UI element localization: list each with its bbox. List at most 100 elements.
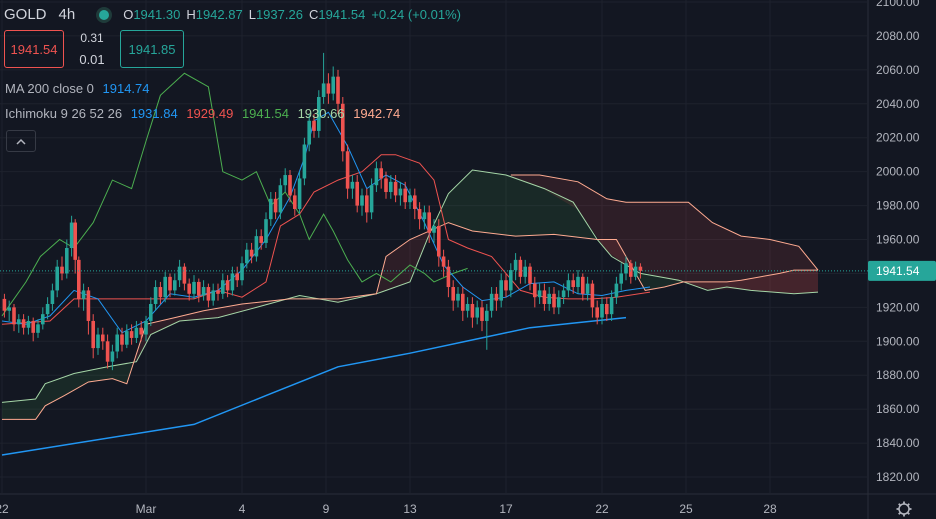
candle-body xyxy=(384,178,388,193)
x-tick-label: 13 xyxy=(403,502,417,516)
candle-body xyxy=(369,185,374,213)
candle-body xyxy=(177,266,182,281)
candle-body xyxy=(523,266,527,277)
candle-body xyxy=(293,195,297,209)
y-tick-label: 1980.00 xyxy=(876,199,920,213)
candle-body xyxy=(465,303,470,311)
candle-body xyxy=(134,327,139,338)
candle-body xyxy=(158,287,163,298)
candle-body xyxy=(624,263,628,274)
candle-body xyxy=(417,208,422,220)
candle-body xyxy=(595,307,599,318)
y-tick-label: 2000.00 xyxy=(876,165,920,179)
candle-body xyxy=(45,303,50,315)
candle-body xyxy=(614,283,619,298)
candle-body xyxy=(408,195,412,203)
symbol-name[interactable]: GOLD xyxy=(4,6,47,23)
candle-body xyxy=(638,266,643,271)
candle-body xyxy=(355,181,359,206)
buy-button[interactable]: 1941.85 xyxy=(120,30,184,68)
candle-body xyxy=(73,222,77,260)
candle-body xyxy=(168,276,172,291)
candle-body xyxy=(125,331,129,345)
candle-body xyxy=(504,280,508,291)
candle-body xyxy=(230,273,235,291)
candle-body xyxy=(561,290,566,298)
candle-body xyxy=(528,266,532,284)
candle-body xyxy=(307,120,311,145)
ma-name: MA 200 close 0 xyxy=(5,81,94,96)
candle-body xyxy=(26,320,31,328)
candle-body xyxy=(197,281,201,296)
candle-body xyxy=(101,334,105,342)
candle-body xyxy=(163,276,167,298)
kijun-sen-line xyxy=(1,154,651,325)
candle-body xyxy=(96,334,100,349)
candle-body xyxy=(427,212,431,233)
candle-body xyxy=(81,290,86,299)
candle-body xyxy=(139,327,143,335)
candle-body xyxy=(629,263,633,277)
chikou-span-line xyxy=(1,72,468,317)
candle-body xyxy=(609,297,614,315)
x-tick-label: Mar xyxy=(136,502,157,516)
candle-body xyxy=(41,314,45,325)
gear-icon[interactable] xyxy=(896,501,912,517)
y-tick-label: 1860.00 xyxy=(876,402,920,416)
low-label: L xyxy=(248,7,256,22)
candle-body xyxy=(537,290,542,298)
ichimoku-name: Ichimoku 9 26 52 26 xyxy=(5,106,123,121)
y-tick-label: 2080.00 xyxy=(876,29,920,43)
kumo-bear-fill xyxy=(597,239,631,268)
timeframe-label[interactable]: 4h xyxy=(58,6,76,23)
candle-body xyxy=(240,263,244,281)
low-value: 1937.26 xyxy=(255,7,303,22)
kumo-bear-future-fill xyxy=(510,175,818,294)
candle-body xyxy=(576,276,580,288)
candle-body xyxy=(585,283,590,294)
candle-body xyxy=(249,249,254,257)
candle-body xyxy=(297,178,302,209)
candle-body xyxy=(221,280,225,294)
ma-legend[interactable]: MA 200 close 0 1914.74 xyxy=(5,81,155,96)
candle-body xyxy=(494,293,499,301)
last-price-label: 1941.54 xyxy=(876,264,920,278)
candle-body xyxy=(192,281,196,294)
candle-body xyxy=(110,351,115,362)
candle-body xyxy=(201,287,206,296)
candle-body xyxy=(69,222,74,248)
symbol-header: GOLD 4h O 1941.30 H 1942.87 L 1937.26 C 1941… xyxy=(4,6,467,23)
sell-button[interactable]: 1941.54 xyxy=(4,30,64,68)
candle-body xyxy=(432,225,436,233)
ichimoku-legend[interactable]: Ichimoku 9 26 52 26 1931.84 1929.49 1941… xyxy=(5,106,405,121)
candle-body xyxy=(55,266,59,291)
ichimoku-conversion-value: 1931.84 xyxy=(130,106,178,121)
candle-body xyxy=(365,195,369,213)
high-value: 1942.87 xyxy=(195,7,243,22)
x-tick-label: 25 xyxy=(679,502,693,516)
candle-body xyxy=(60,266,64,274)
close-value: 1941.54 xyxy=(318,7,366,22)
candle-body xyxy=(225,280,230,291)
ichimoku-lead1-value: 1930.66 xyxy=(297,106,345,121)
x-tick-label: 22 xyxy=(0,502,9,516)
candle-body xyxy=(389,181,393,193)
candle-body xyxy=(485,310,489,321)
candle-body xyxy=(557,297,561,308)
x-tick-label: 9 xyxy=(323,502,330,516)
candle-body xyxy=(105,341,110,362)
x-tick-label: 17 xyxy=(499,502,513,516)
candle-body xyxy=(115,334,119,352)
candle-body xyxy=(533,283,537,298)
ichimoku-base-value: 1929.49 xyxy=(186,106,234,121)
senkou-b-line xyxy=(2,222,818,420)
candle-body xyxy=(235,273,239,281)
chevron-up-icon[interactable] xyxy=(6,130,36,152)
candle-body xyxy=(393,181,398,196)
ma200-line xyxy=(1,316,627,456)
candle-body xyxy=(446,266,451,288)
candle-body xyxy=(413,195,417,209)
candle-body xyxy=(283,175,287,186)
candle-body xyxy=(120,334,124,345)
